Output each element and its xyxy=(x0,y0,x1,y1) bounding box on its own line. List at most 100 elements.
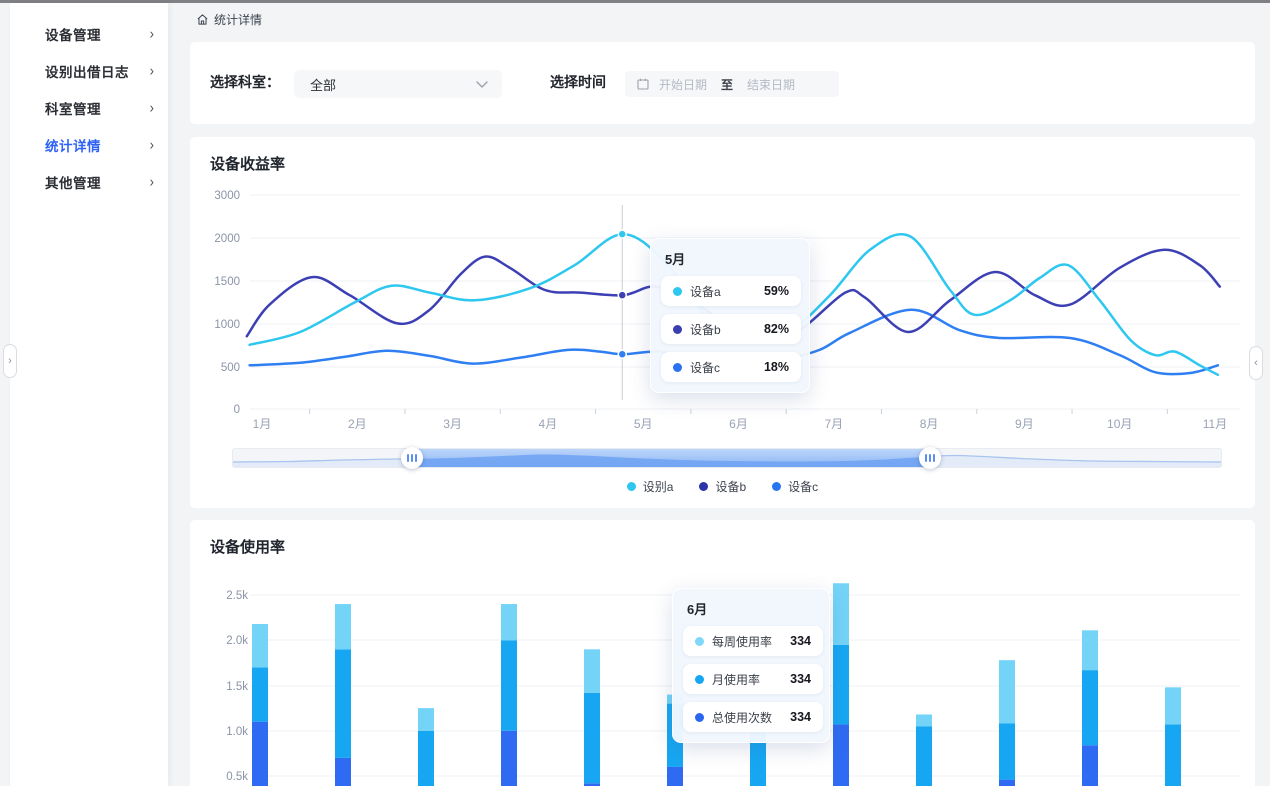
tooltip-title: 6月 xyxy=(687,602,708,617)
date-range-picker[interactable]: 开始日期 至 结束日期 xyxy=(625,71,839,97)
bar-segment xyxy=(1082,630,1098,671)
legend-item-2[interactable]: 设备b xyxy=(699,478,746,495)
sidebar-item-3[interactable]: 科室管理 › xyxy=(10,89,168,126)
bar-segment xyxy=(584,649,600,693)
chevron-down-icon xyxy=(476,80,488,88)
bar-segment xyxy=(252,623,268,668)
bar-segment xyxy=(1165,724,1181,786)
panel-collapse-toggle[interactable]: ‹ xyxy=(1249,346,1263,380)
svg-text:0.5k: 0.5k xyxy=(226,771,248,783)
svg-text:1000: 1000 xyxy=(214,319,240,331)
series-dot-icon xyxy=(695,636,704,646)
dept-select[interactable]: 全部 xyxy=(294,70,502,98)
tooltip-row: 月使用率 334 xyxy=(683,664,823,694)
svg-text:2.5k: 2.5k xyxy=(226,590,248,602)
line-chart-tooltip: 5月 设备a 59% 设备b 82% 设备c 18% xyxy=(650,238,810,393)
bar-segment xyxy=(916,726,932,786)
bar-segment xyxy=(999,779,1015,786)
sidebar: 设备管理 › 设别出借日志 › 科室管理 › 统计详情 › 其他管理 › xyxy=(10,3,168,786)
datazoom-left-handle[interactable] xyxy=(401,447,423,469)
usage-bar-chart[interactable]: 2.5k 2.0k 1.5k 1.0k 0.5k xyxy=(190,520,1255,786)
svg-text:2000: 2000 xyxy=(214,233,240,245)
bar-segment xyxy=(1082,670,1098,746)
revenue-line-chart[interactable]: 3000 2000 1500 1000 500 0 1月 2月 3月 4月 5月 6月 7月 8月 9月 10… xyxy=(190,137,1255,508)
svg-text:11月: 11月 xyxy=(1203,417,1227,431)
filter-panel: 选择科室： 全部 选择时间 开始日期 至 结束日期 xyxy=(190,42,1255,124)
svg-text:2月: 2月 xyxy=(348,417,367,431)
bar-segment xyxy=(667,766,683,786)
sidebar-expand-toggle[interactable]: › xyxy=(3,344,17,378)
datazoom-slider[interactable] xyxy=(232,447,1222,469)
series-dot-icon xyxy=(673,286,682,296)
tooltip-row: 设备c 18% xyxy=(661,352,801,382)
series-value: 18% xyxy=(763,360,789,374)
legend-dot-icon xyxy=(699,481,709,491)
calendar-icon xyxy=(637,78,649,90)
svg-text:7月: 7月 xyxy=(824,417,843,431)
bar-segment xyxy=(999,723,1015,780)
legend-label: 设备b xyxy=(715,479,747,494)
series-dot-icon xyxy=(673,362,682,372)
bar-segment xyxy=(916,714,932,727)
legend-dot-icon xyxy=(626,481,636,491)
bar-segment xyxy=(833,724,849,786)
chevron-right-icon: › xyxy=(149,25,154,42)
legend-label: 设别a xyxy=(642,479,674,494)
start-date-input[interactable]: 开始日期 xyxy=(659,77,708,92)
series-label: 设备c xyxy=(690,360,721,375)
bar-segment xyxy=(335,649,351,758)
legend-item-3[interactable]: 设备c xyxy=(772,478,818,495)
bar-segment xyxy=(833,644,849,725)
datazoom-window[interactable] xyxy=(412,449,930,467)
tooltip-row: 设备a 59% xyxy=(661,276,801,306)
breadcrumb-current: 统计详情 xyxy=(214,13,263,27)
sidebar-item-4[interactable]: 统计详情 › xyxy=(10,126,168,163)
chevron-right-icon: › xyxy=(149,99,154,116)
series-label: 设备a xyxy=(690,284,721,299)
window-top-strip xyxy=(0,0,1270,3)
revenue-chart-panel: 设备收益率 3000 2000 1500 1000 500 0 1月 2月 3月 4月 5月 6月 7月… xyxy=(190,137,1255,508)
bar-segment xyxy=(418,708,434,731)
sidebar-item-label: 设别出借日志 xyxy=(45,64,129,80)
svg-text:9月: 9月 xyxy=(1015,417,1034,431)
revenue-chart-title: 设备收益率 xyxy=(210,156,286,173)
tooltip-row: 设备b 82% xyxy=(661,314,801,344)
dept-select-value: 全部 xyxy=(310,77,337,93)
sidebar-item-1[interactable]: 设备管理 › xyxy=(10,15,168,52)
bar-chart-tooltip: 6月 每周使用率 334 月使用率 334 总使用次数 334 xyxy=(672,588,830,743)
svg-text:1.5k: 1.5k xyxy=(226,681,248,693)
legend-item-1[interactable]: 设别a xyxy=(626,478,674,495)
bar-segment xyxy=(833,583,849,645)
home-icon xyxy=(197,14,208,25)
svg-text:0: 0 xyxy=(234,404,240,416)
svg-text:6月: 6月 xyxy=(729,417,748,431)
sidebar-item-5[interactable]: 其他管理 › xyxy=(10,163,168,200)
bar-segment xyxy=(1082,745,1098,786)
bar-segment xyxy=(501,640,517,731)
tooltip-row: 每周使用率 334 xyxy=(683,626,823,656)
sidebar-item-2[interactable]: 设别出借日志 › xyxy=(10,52,168,89)
chart-legend: 设别a 设备b 设备c xyxy=(190,478,1255,494)
svg-text:10月: 10月 xyxy=(1107,417,1132,431)
bar-segment xyxy=(501,730,517,786)
series-dot-icon xyxy=(673,324,682,334)
series-label: 月使用率 xyxy=(712,672,761,687)
svg-text:5月: 5月 xyxy=(634,417,653,431)
bar-segment xyxy=(252,667,268,722)
legend-dot-icon xyxy=(772,481,782,491)
series-label: 每周使用率 xyxy=(712,634,773,649)
svg-text:2.0k: 2.0k xyxy=(226,635,248,647)
usage-chart-panel: 设备使用率 2.5k 2.0k 1.5k 1.0k 0.5k 6月 每周使用率 334 月使… xyxy=(190,520,1255,786)
tooltip-row: 总使用次数 334 xyxy=(683,702,823,732)
svg-text:500: 500 xyxy=(221,362,240,374)
svg-text:1.0k: 1.0k xyxy=(226,726,248,738)
svg-text:1500: 1500 xyxy=(214,276,240,288)
datazoom-right-handle[interactable] xyxy=(919,447,941,469)
legend-label: 设备c xyxy=(788,479,819,494)
dept-select-label: 选择科室： xyxy=(210,74,280,90)
chevron-right-icon: › xyxy=(149,62,154,79)
end-date-input[interactable]: 结束日期 xyxy=(747,77,796,92)
series-value: 334 xyxy=(790,710,811,724)
series-dot-icon xyxy=(695,674,704,684)
series-value: 334 xyxy=(790,634,811,648)
